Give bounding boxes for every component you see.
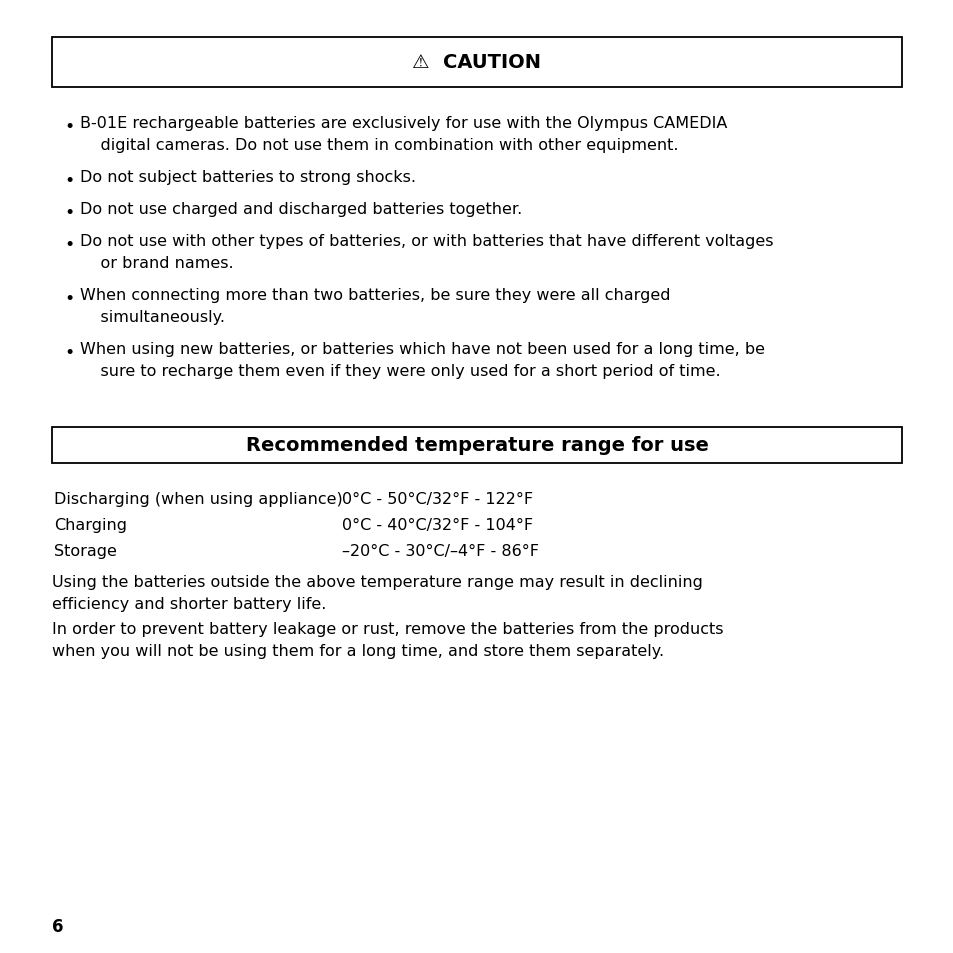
- Bar: [52, 38, 901, 88]
- Text: 0°C - 40°C/32°F - 104°F: 0°C - 40°C/32°F - 104°F: [341, 517, 533, 533]
- Text: •: •: [64, 235, 74, 253]
- Text: •: •: [64, 172, 74, 190]
- Text: •: •: [64, 118, 74, 136]
- Text: 0°C - 50°C/32°F - 122°F: 0°C - 50°C/32°F - 122°F: [341, 492, 533, 506]
- Text: Discharging (when using appliance): Discharging (when using appliance): [54, 492, 342, 506]
- Text: In order to prevent battery leakage or rust, remove the batteries from the produ: In order to prevent battery leakage or r…: [52, 621, 722, 637]
- Text: B-01E rechargeable batteries are exclusively for use with the Olympus CAMEDIA: B-01E rechargeable batteries are exclusi…: [80, 116, 726, 131]
- Text: Charging: Charging: [54, 517, 127, 533]
- Text: •: •: [64, 290, 74, 308]
- Text: When using new batteries, or batteries which have not been used for a long time,: When using new batteries, or batteries w…: [80, 341, 764, 356]
- Text: Do not subject batteries to strong shocks.: Do not subject batteries to strong shock…: [80, 170, 416, 185]
- Text: Do not use charged and discharged batteries together.: Do not use charged and discharged batter…: [80, 202, 521, 216]
- Text: Storage: Storage: [54, 543, 117, 558]
- Text: sure to recharge them even if they were only used for a short period of time.: sure to recharge them even if they were …: [80, 364, 720, 378]
- Text: efficiency and shorter battery life.: efficiency and shorter battery life.: [52, 597, 326, 612]
- Text: digital cameras. Do not use them in combination with other equipment.: digital cameras. Do not use them in comb…: [80, 138, 678, 152]
- Bar: [52, 428, 901, 463]
- Text: when you will not be using them for a long time, and store them separately.: when you will not be using them for a lo…: [52, 643, 663, 659]
- Text: Using the batteries outside the above temperature range may result in declining: Using the batteries outside the above te…: [52, 575, 702, 589]
- Text: or brand names.: or brand names.: [80, 255, 233, 271]
- Text: 6: 6: [52, 917, 64, 935]
- Text: Recommended temperature range for use: Recommended temperature range for use: [245, 436, 708, 455]
- Text: Do not use with other types of batteries, or with batteries that have different : Do not use with other types of batteries…: [80, 233, 773, 249]
- Text: ⚠  CAUTION: ⚠ CAUTION: [412, 53, 541, 72]
- Text: –20°C - 30°C/–4°F - 86°F: –20°C - 30°C/–4°F - 86°F: [341, 543, 538, 558]
- Text: simultaneously.: simultaneously.: [80, 310, 225, 325]
- Text: When connecting more than two batteries, be sure they were all charged: When connecting more than two batteries,…: [80, 288, 670, 303]
- Text: •: •: [64, 344, 74, 361]
- Text: •: •: [64, 204, 74, 222]
